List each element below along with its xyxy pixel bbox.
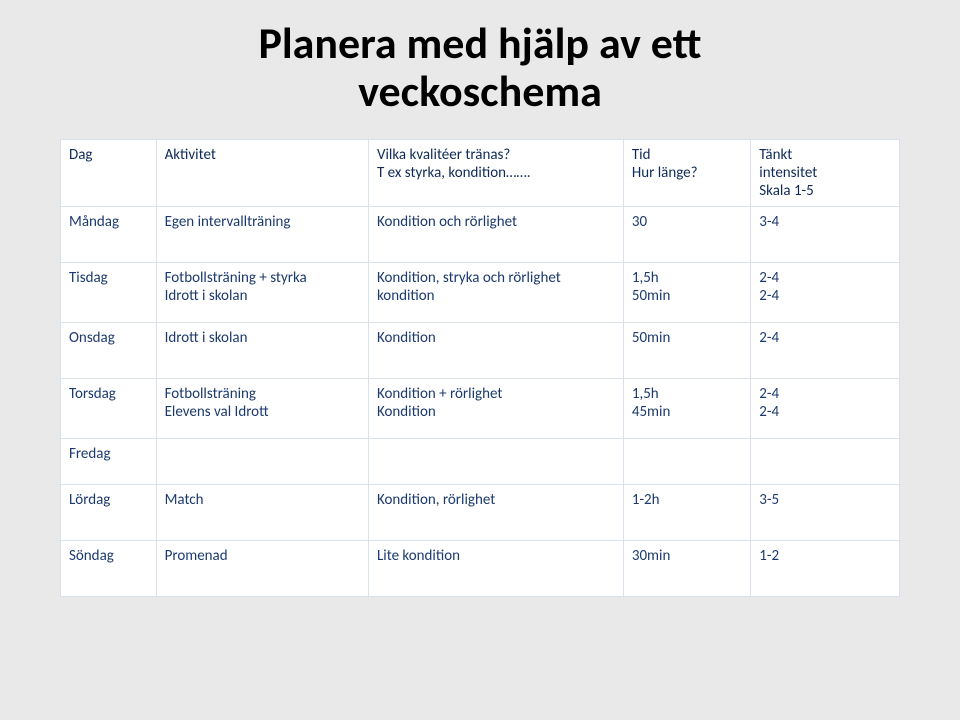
- page-title: Planera med hjälp av ett veckoschema: [160, 20, 800, 115]
- schedule-table: Dag Aktivitet Vilka kvalitéer tränas? T …: [60, 139, 900, 597]
- table-row: Måndag Egen intervallträning Kondition o…: [61, 207, 900, 263]
- time-cell: 1-2h: [623, 485, 750, 541]
- day-label: Söndag: [61, 541, 157, 597]
- qualities-cell: Kondition, rörlighet: [368, 485, 623, 541]
- time-cell: 1,5h 45min: [623, 379, 750, 439]
- intensity-cell: 2-4 2-4: [751, 379, 900, 439]
- time-cell: 1,5h 50min: [623, 263, 750, 323]
- qualities-cell: Kondition: [368, 323, 623, 379]
- col-day: Dag: [61, 140, 157, 207]
- table-row: Lördag Match Kondition, rörlighet 1-2h 3…: [61, 485, 900, 541]
- table-row: Tisdag Fotbollsträning + styrka Idrott i…: [61, 263, 900, 323]
- qualities-cell: [368, 439, 623, 485]
- table-row: Fredag: [61, 439, 900, 485]
- table-row: Söndag Promenad Lite kondition 30min 1-2: [61, 541, 900, 597]
- intensity-cell: [751, 439, 900, 485]
- qualities-cell: Kondition, stryka och rörlighet konditio…: [368, 263, 623, 323]
- day-label: Torsdag: [61, 379, 157, 439]
- activity-cell: Idrott i skolan: [156, 323, 368, 379]
- header-row: Dag Aktivitet Vilka kvalitéer tränas? T …: [61, 140, 900, 207]
- day-label: Lördag: [61, 485, 157, 541]
- col-intensity: Tänkt intensitet Skala 1-5: [751, 140, 900, 207]
- time-cell: 30: [623, 207, 750, 263]
- day-label: Tisdag: [61, 263, 157, 323]
- day-label: Måndag: [61, 207, 157, 263]
- day-label: Onsdag: [61, 323, 157, 379]
- activity-cell: [156, 439, 368, 485]
- intensity-cell: 3-5: [751, 485, 900, 541]
- qualities-cell: Kondition + rörlighet Kondition: [368, 379, 623, 439]
- intensity-cell: 3-4: [751, 207, 900, 263]
- table-row: Onsdag Idrott i skolan Kondition 50min 2…: [61, 323, 900, 379]
- qualities-cell: Lite kondition: [368, 541, 623, 597]
- time-cell: 50min: [623, 323, 750, 379]
- col-activity: Aktivitet: [156, 140, 368, 207]
- intensity-cell: 2-4: [751, 323, 900, 379]
- intensity-cell: 2-4 2-4: [751, 263, 900, 323]
- day-label: Fredag: [61, 439, 157, 485]
- activity-cell: Egen intervallträning: [156, 207, 368, 263]
- activity-cell: Match: [156, 485, 368, 541]
- activity-cell: Fotbollsträning + styrka Idrott i skolan: [156, 263, 368, 323]
- qualities-cell: Kondition och rörlighet: [368, 207, 623, 263]
- time-cell: 30min: [623, 541, 750, 597]
- time-cell: [623, 439, 750, 485]
- col-qualities: Vilka kvalitéer tränas? T ex styrka, kon…: [368, 140, 623, 207]
- activity-cell: Fotbollsträning Elevens val Idrott: [156, 379, 368, 439]
- col-time: Tid Hur länge?: [623, 140, 750, 207]
- intensity-cell: 1-2: [751, 541, 900, 597]
- table-row: Torsdag Fotbollsträning Elevens val Idro…: [61, 379, 900, 439]
- activity-cell: Promenad: [156, 541, 368, 597]
